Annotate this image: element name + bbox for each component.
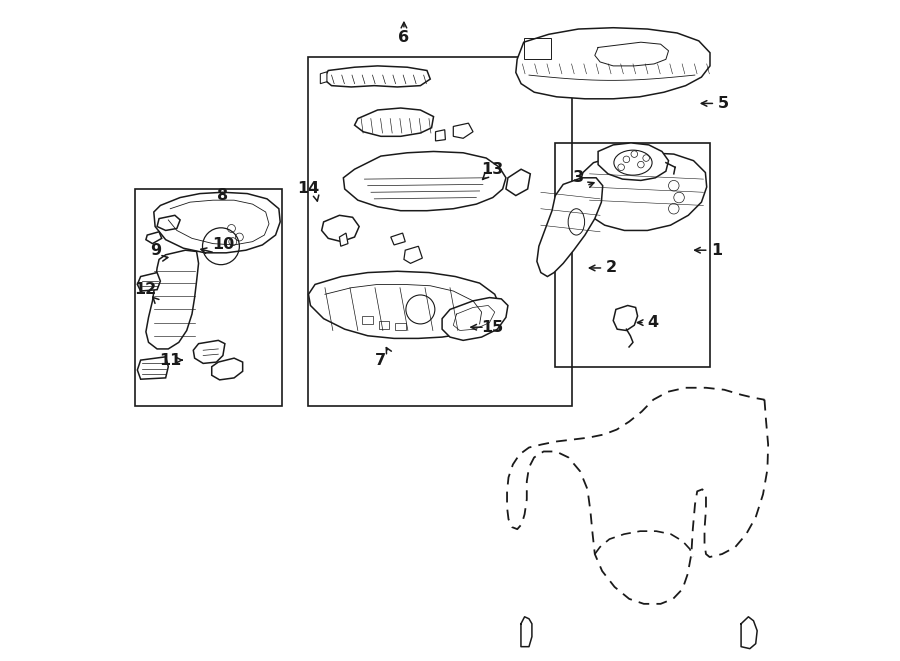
Polygon shape: [146, 251, 199, 349]
Text: 3: 3: [572, 171, 584, 185]
Polygon shape: [212, 358, 243, 380]
Text: 1: 1: [711, 243, 722, 258]
Polygon shape: [320, 72, 327, 84]
Text: 2: 2: [606, 260, 616, 276]
Polygon shape: [309, 271, 500, 338]
Polygon shape: [516, 28, 710, 98]
Text: 15: 15: [482, 320, 504, 334]
Polygon shape: [506, 169, 530, 196]
Text: 12: 12: [134, 282, 157, 297]
Bar: [135, 189, 283, 407]
Polygon shape: [613, 305, 637, 330]
Polygon shape: [158, 215, 180, 231]
Bar: [395, 323, 406, 330]
Text: 13: 13: [482, 162, 504, 176]
Polygon shape: [537, 178, 603, 276]
Polygon shape: [138, 272, 160, 291]
Text: 5: 5: [717, 96, 729, 111]
Polygon shape: [355, 108, 434, 136]
Text: 11: 11: [159, 352, 182, 368]
Polygon shape: [344, 151, 506, 211]
Text: 10: 10: [212, 237, 234, 253]
Text: 6: 6: [399, 30, 410, 45]
Polygon shape: [339, 233, 348, 247]
Polygon shape: [194, 340, 225, 364]
Bar: [525, 38, 551, 59]
Polygon shape: [442, 297, 508, 340]
Bar: [555, 143, 710, 367]
Text: 7: 7: [375, 352, 386, 368]
Text: 8: 8: [218, 188, 229, 203]
Polygon shape: [391, 233, 405, 245]
Bar: [309, 58, 572, 407]
Polygon shape: [324, 66, 430, 87]
Polygon shape: [138, 357, 168, 379]
Polygon shape: [321, 215, 359, 242]
Text: 14: 14: [297, 182, 320, 196]
Text: 4: 4: [647, 315, 658, 330]
Polygon shape: [454, 123, 473, 138]
Bar: [363, 316, 373, 324]
Polygon shape: [579, 153, 706, 231]
Polygon shape: [404, 247, 422, 263]
Bar: [379, 321, 390, 329]
Text: 9: 9: [150, 243, 161, 258]
Polygon shape: [436, 130, 446, 141]
Polygon shape: [154, 192, 280, 253]
Polygon shape: [598, 143, 669, 180]
Polygon shape: [146, 232, 162, 244]
